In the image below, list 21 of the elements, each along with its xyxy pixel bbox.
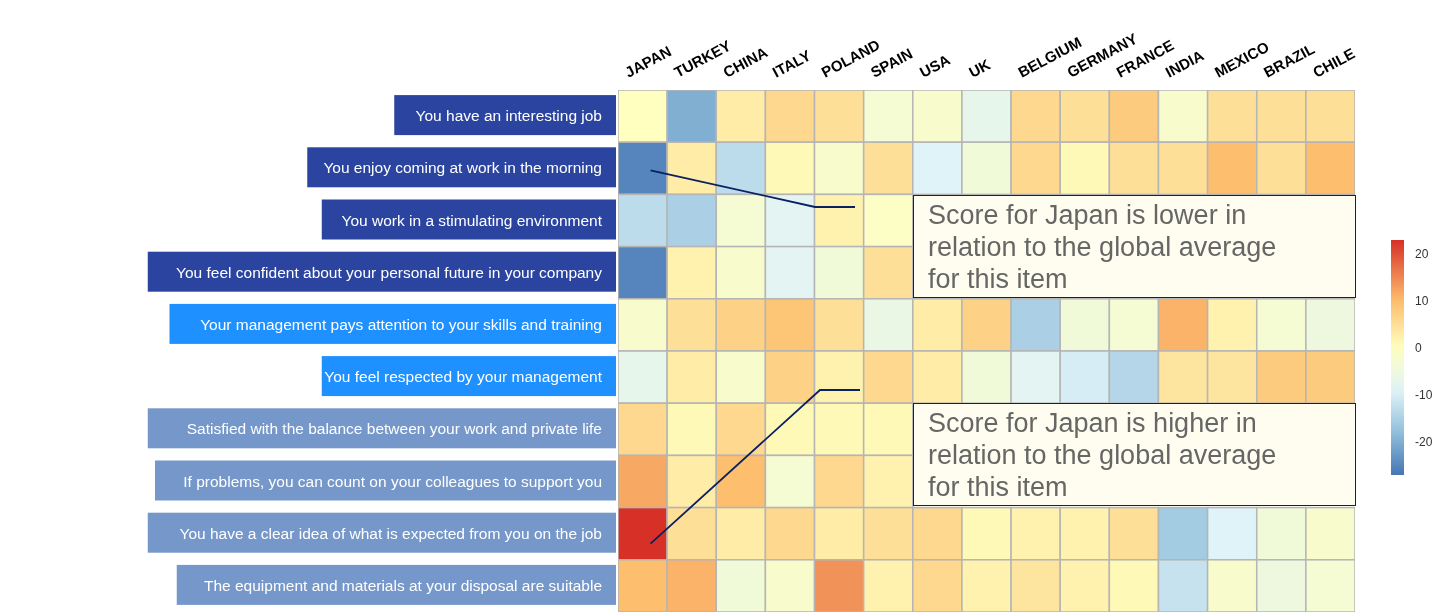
color-bar-label: 20 [1415,247,1429,262]
note-box: Score for Japan is higher in relation to the global average for this item [913,403,1356,506]
y-tick-label: If problems, you can count on your colleagues to support you [183,472,602,490]
y-tick-label: The equipment and materials at your disposal are suitable [203,576,602,594]
y-tick-label: You enjoy coming at work in the morning [323,159,602,177]
y-tick-label: You feel confident about your personal future in your company [176,263,603,281]
annotation: Score for Japan is lower in relation to the global average for this item [928,199,1278,295]
color-bar-label: -10 [1415,388,1433,403]
y-tick-label: Your management pays attention to your skills and training [200,315,602,333]
annotation: Score for Japan is higher in relation to the global average for this item [928,407,1278,503]
note-box: Score for Japan is lower in relation to the global average for this item [913,195,1356,298]
y-tick-label: You have an interesting job [415,107,602,125]
x-tick-label: USA [916,50,953,81]
color-bar-label: -20 [1415,435,1433,450]
y-tick-label: You feel respected by your management [324,368,603,386]
color-bar-label: 10 [1415,294,1429,309]
y-tick-label: Satisfied with the balance between your work and private life [186,420,602,438]
x-tick-label: UK [965,55,994,81]
color-bar-label: 0 [1415,341,1422,356]
y-tick-label: You work in a stimulating environment [341,211,603,229]
y-tick-label: You have a clear idea of what is expected from you on the job [179,524,602,542]
